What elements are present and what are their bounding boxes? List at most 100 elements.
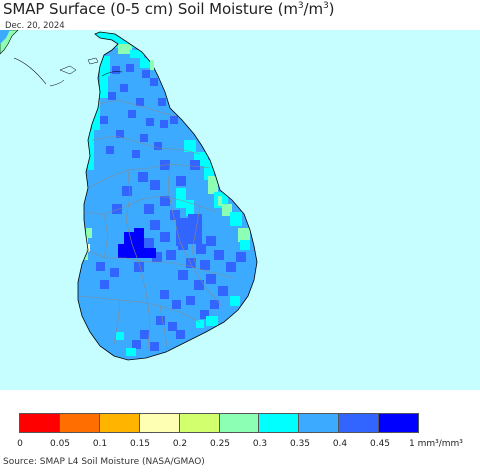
moisture-cell bbox=[194, 280, 204, 290]
moisture-cell bbox=[124, 232, 134, 244]
moisture-cell bbox=[186, 258, 196, 268]
legend-tick-label: 0.35 bbox=[289, 439, 311, 449]
moisture-cell bbox=[186, 296, 195, 305]
moisture-cell bbox=[170, 210, 180, 220]
moisture-cell bbox=[100, 280, 109, 289]
moisture-cell bbox=[154, 142, 162, 150]
legend-swatch bbox=[299, 414, 340, 432]
moisture-cell bbox=[100, 76, 108, 98]
legend-swatch bbox=[20, 414, 60, 432]
moisture-cell bbox=[236, 252, 246, 262]
moisture-cell bbox=[128, 110, 136, 118]
title-text-mid: /m bbox=[303, 0, 323, 18]
moisture-cell bbox=[116, 130, 124, 138]
coast-fringe-cell bbox=[244, 230, 248, 240]
moisture-cell bbox=[134, 262, 144, 272]
map-title: SMAP Surface (0-5 cm) Soil Moisture (m3/… bbox=[3, 0, 334, 18]
district-boundaries bbox=[79, 99, 235, 353]
map-date: Dec. 20, 2024 bbox=[5, 21, 65, 31]
moisture-cell bbox=[188, 214, 202, 244]
moisture-cell bbox=[158, 98, 166, 106]
moisture-cell bbox=[106, 146, 114, 154]
moisture-cell bbox=[142, 70, 150, 78]
moisture-cell bbox=[100, 116, 108, 124]
moisture-cell bbox=[160, 120, 168, 128]
legend-swatch bbox=[139, 414, 180, 432]
moisture-cell bbox=[178, 270, 188, 280]
legend-tick-label: 0.05 bbox=[49, 439, 71, 449]
moisture-cell bbox=[118, 44, 132, 54]
moisture-cell bbox=[218, 286, 228, 296]
moisture-cell bbox=[144, 238, 154, 248]
title-text: SMAP Surface (0-5 cm) Soil Moisture (m bbox=[3, 0, 298, 18]
legend-swatch bbox=[99, 414, 140, 432]
moisture-cell bbox=[208, 176, 218, 194]
moisture-cell bbox=[184, 140, 196, 152]
legend-swatch bbox=[179, 414, 220, 432]
northern-islet bbox=[87, 57, 99, 65]
moisture-cell bbox=[136, 98, 144, 106]
moisture-cell bbox=[200, 310, 209, 319]
moisture-cell bbox=[176, 176, 186, 186]
moisture-cell bbox=[140, 58, 152, 68]
coast-fringe bbox=[150, 60, 248, 240]
moisture-cell bbox=[150, 342, 159, 351]
moisture-cell bbox=[146, 118, 154, 126]
data-source-credit: Source: SMAP L4 Soil Moisture (NASA/GMAO… bbox=[3, 457, 205, 467]
moisture-cell bbox=[88, 130, 94, 170]
moisture-cell bbox=[138, 172, 148, 182]
moisture-cell bbox=[150, 78, 158, 86]
moisture-cell bbox=[166, 250, 176, 260]
northern-islet bbox=[59, 65, 77, 75]
moisture-cell bbox=[100, 56, 110, 76]
colorbar-unit-label: 1 mm³/mm³ bbox=[409, 439, 463, 449]
moisture-cell bbox=[230, 212, 242, 226]
moisture-cell bbox=[120, 84, 128, 92]
moisture-cell bbox=[190, 160, 200, 170]
moisture-cell bbox=[210, 300, 219, 309]
mannar-shoal bbox=[49, 79, 65, 87]
title-text-end: ) bbox=[328, 0, 335, 18]
moisture-cell bbox=[206, 274, 216, 284]
moisture-cell bbox=[112, 204, 122, 214]
title-superscript-1: 3 bbox=[297, 1, 304, 11]
jaffna-lagoon bbox=[101, 71, 123, 77]
sri-lanka-map bbox=[0, 30, 480, 390]
moisture-cell bbox=[204, 160, 214, 180]
moisture-cell bbox=[86, 228, 92, 238]
moisture-cell bbox=[176, 188, 186, 208]
moisture-cell bbox=[108, 92, 116, 100]
moisture-cell bbox=[206, 236, 216, 246]
moisture-cell bbox=[110, 268, 119, 277]
moisture-cell bbox=[240, 240, 250, 250]
moisture-cell bbox=[200, 260, 210, 270]
moisture-cell bbox=[160, 290, 169, 299]
moisture-cell bbox=[132, 340, 141, 349]
title-superscript-2: 3 bbox=[322, 1, 329, 11]
moisture-cell bbox=[160, 232, 170, 242]
moisture-cell bbox=[160, 196, 170, 206]
legend-tick-label: 0 bbox=[17, 439, 23, 449]
moisture-cell bbox=[92, 100, 100, 130]
legend-tick-label: 0.45 bbox=[369, 439, 391, 449]
legend-swatch bbox=[59, 414, 100, 432]
legend-swatch bbox=[259, 414, 300, 432]
legend-tick-label: 0.1 bbox=[92, 439, 108, 449]
moisture-cell bbox=[134, 228, 144, 248]
moisture-cell bbox=[172, 300, 181, 309]
moisture-cell bbox=[112, 66, 120, 74]
legend-swatch bbox=[219, 414, 260, 432]
moisture-cell bbox=[214, 250, 224, 260]
india-wet-patch bbox=[0, 30, 10, 44]
moisture-cell bbox=[152, 252, 162, 262]
moisture-cell bbox=[122, 186, 132, 196]
moisture-cell bbox=[126, 64, 134, 72]
moisture-cell bbox=[144, 204, 154, 214]
moisture-cell bbox=[134, 248, 156, 258]
moisture-cell bbox=[230, 296, 240, 306]
moisture-cell bbox=[140, 330, 149, 339]
moisture-cell bbox=[140, 134, 148, 142]
coast-fringe-cell bbox=[218, 196, 222, 206]
legend-tick-label: 0.3 bbox=[252, 439, 268, 449]
